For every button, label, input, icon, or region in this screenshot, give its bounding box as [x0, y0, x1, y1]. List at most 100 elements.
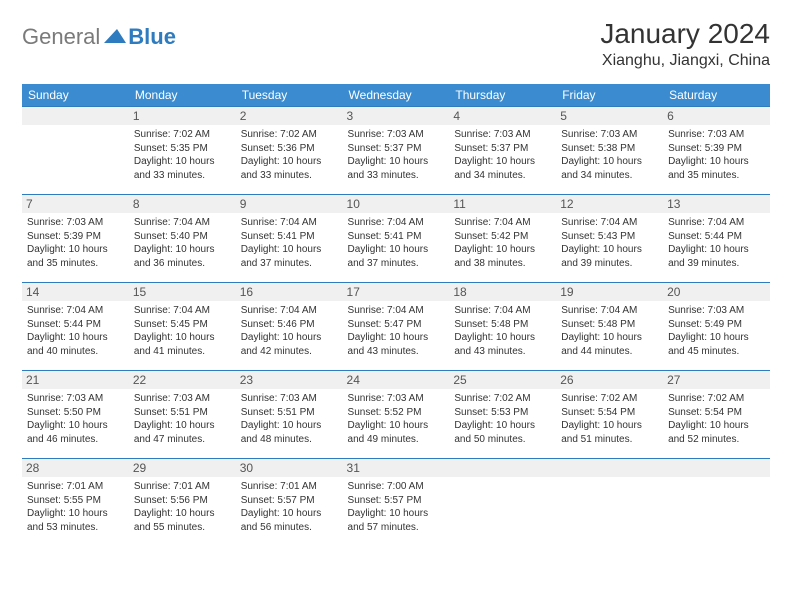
sunset-text: Sunset: 5:48 PM — [454, 318, 551, 332]
calendar-cell: 2Sunrise: 7:02 AMSunset: 5:36 PMDaylight… — [236, 107, 343, 195]
daylight-text: Daylight: 10 hours and 35 minutes. — [668, 155, 765, 182]
calendar-week-row: 1Sunrise: 7:02 AMSunset: 5:35 PMDaylight… — [22, 107, 770, 195]
day-header: Thursday — [449, 84, 556, 107]
title-block: January 2024 Xianghu, Jiangxi, China — [600, 18, 770, 70]
daylight-text: Daylight: 10 hours and 41 minutes. — [134, 331, 231, 358]
day-number: 8 — [129, 195, 236, 213]
calendar-cell: 16Sunrise: 7:04 AMSunset: 5:46 PMDayligh… — [236, 283, 343, 371]
day-number: 4 — [449, 107, 556, 125]
calendar-cell — [556, 459, 663, 547]
cell-body: Sunrise: 7:03 AMSunset: 5:52 PMDaylight:… — [348, 392, 445, 446]
day-number — [663, 459, 770, 477]
calendar-cell: 21 Sunrise: 7:03 AMSunset: 5:50 PMDayligh… — [22, 371, 129, 459]
sunrise-text: Sunrise: 7:02 AM — [454, 392, 551, 406]
sunrise-text: Sunrise: 7:02 AM — [668, 392, 765, 406]
sunset-text: Sunset: 5:35 PM — [134, 142, 231, 156]
day-number: 16 — [236, 283, 343, 301]
sunset-text: Sunset: 5:36 PM — [241, 142, 338, 156]
calendar-cell: 7 Sunrise: 7:03 AMSunset: 5:39 PMDaylight… — [22, 195, 129, 283]
calendar-cell: 12Sunrise: 7:04 AMSunset: 5:43 PMDayligh… — [556, 195, 663, 283]
calendar-cell: 24 Sunrise: 7:03 AMSunset: 5:52 PMDayligh… — [343, 371, 450, 459]
day-number: 13 — [663, 195, 770, 213]
daylight-text: Daylight: 10 hours and 43 minutes. — [348, 331, 445, 358]
sunset-text: Sunset: 5:40 PM — [134, 230, 231, 244]
calendar-cell: 11Sunrise: 7:04 AMSunset: 5:42 PMDayligh… — [449, 195, 556, 283]
daylight-text: Daylight: 10 hours and 37 minutes. — [241, 243, 338, 270]
cell-body: Sunrise: 7:01 AMSunset: 5:57 PMDaylight:… — [241, 480, 338, 534]
sunset-text: Sunset: 5:56 PM — [134, 494, 231, 508]
sunrise-text: Sunrise: 7:03 AM — [348, 128, 445, 142]
calendar-cell: 5Sunrise: 7:03 AMSunset: 5:38 PMDaylight… — [556, 107, 663, 195]
cell-body: Sunrise: 7:03 AMSunset: 5:39 PMDaylight:… — [27, 216, 124, 270]
sunset-text: Sunset: 5:54 PM — [561, 406, 658, 420]
day-number: 31 — [343, 459, 450, 477]
daylight-text: Daylight: 10 hours and 35 minutes. — [27, 243, 124, 270]
daylight-text: Daylight: 10 hours and 33 minutes. — [134, 155, 231, 182]
day-number: 24 — [343, 371, 450, 389]
sunset-text: Sunset: 5:50 PM — [27, 406, 124, 420]
calendar-cell: 8 Sunrise: 7:04 AMSunset: 5:40 PMDaylight… — [129, 195, 236, 283]
daylight-text: Daylight: 10 hours and 55 minutes. — [134, 507, 231, 534]
daylight-text: Daylight: 10 hours and 43 minutes. — [454, 331, 551, 358]
day-number: 15 — [129, 283, 236, 301]
day-number: 27 — [663, 371, 770, 389]
cell-body: Sunrise: 7:03 AMSunset: 5:49 PMDaylight:… — [668, 304, 765, 358]
sunrise-text: Sunrise: 7:04 AM — [134, 216, 231, 230]
calendar-cell: 17Sunrise: 7:04 AMSunset: 5:47 PMDayligh… — [343, 283, 450, 371]
day-number: 21 — [22, 371, 129, 389]
daylight-text: Daylight: 10 hours and 42 minutes. — [241, 331, 338, 358]
logo-text-blue: Blue — [128, 24, 176, 50]
sunset-text: Sunset: 5:46 PM — [241, 318, 338, 332]
calendar-cell — [22, 107, 129, 195]
day-number: 7 — [22, 195, 129, 213]
sunset-text: Sunset: 5:51 PM — [134, 406, 231, 420]
calendar-cell: 13Sunrise: 7:04 AMSunset: 5:44 PMDayligh… — [663, 195, 770, 283]
cell-body: Sunrise: 7:02 AMSunset: 5:54 PMDaylight:… — [561, 392, 658, 446]
day-number: 6 — [663, 107, 770, 125]
cell-body: Sunrise: 7:02 AMSunset: 5:53 PMDaylight:… — [454, 392, 551, 446]
cell-body: Sunrise: 7:03 AMSunset: 5:37 PMDaylight:… — [454, 128, 551, 182]
day-number: 26 — [556, 371, 663, 389]
calendar-cell: 23Sunrise: 7:03 AMSunset: 5:51 PMDayligh… — [236, 371, 343, 459]
location: Xianghu, Jiangxi, China — [600, 52, 770, 70]
sunset-text: Sunset: 5:41 PM — [241, 230, 338, 244]
cell-body: Sunrise: 7:02 AMSunset: 5:35 PMDaylight:… — [134, 128, 231, 182]
sunrise-text: Sunrise: 7:01 AM — [241, 480, 338, 494]
calendar-cell: 10 Sunrise: 7:04 AMSunset: 5:41 PMDayligh… — [343, 195, 450, 283]
cell-body: Sunrise: 7:03 AMSunset: 5:38 PMDaylight:… — [561, 128, 658, 182]
cell-body: Sunrise: 7:03 AMSunset: 5:51 PMDaylight:… — [241, 392, 338, 446]
cell-body: Sunrise: 7:03 AMSunset: 5:50 PMDaylight:… — [27, 392, 124, 446]
sunrise-text: Sunrise: 7:03 AM — [668, 304, 765, 318]
daylight-text: Daylight: 10 hours and 33 minutes. — [241, 155, 338, 182]
day-number: 18 — [449, 283, 556, 301]
calendar-cell: 9 Sunrise: 7:04 AMSunset: 5:41 PMDaylight… — [236, 195, 343, 283]
daylight-text: Daylight: 10 hours and 37 minutes. — [348, 243, 445, 270]
sunrise-text: Sunrise: 7:04 AM — [241, 216, 338, 230]
calendar-week-row: 21Sunrise: 7:03 AMSunset: 5:50 PMDayligh… — [22, 371, 770, 459]
calendar-cell: 18Sunrise: 7:04 AMSunset: 5:48 PMDayligh… — [449, 283, 556, 371]
sunrise-text: Sunrise: 7:00 AM — [348, 480, 445, 494]
sunrise-text: Sunrise: 7:04 AM — [348, 216, 445, 230]
day-number — [556, 459, 663, 477]
sunset-text: Sunset: 5:55 PM — [27, 494, 124, 508]
sunrise-text: Sunrise: 7:02 AM — [134, 128, 231, 142]
day-header: Wednesday — [343, 84, 450, 107]
daylight-text: Daylight: 10 hours and 48 minutes. — [241, 419, 338, 446]
sunrise-text: Sunrise: 7:04 AM — [27, 304, 124, 318]
calendar-week-row: 28Sunrise: 7:01 AMSunset: 5:55 PMDayligh… — [22, 459, 770, 547]
sunset-text: Sunset: 5:41 PM — [348, 230, 445, 244]
day-number: 10 — [343, 195, 450, 213]
cell-body: Sunrise: 7:04 AMSunset: 5:47 PMDaylight:… — [348, 304, 445, 358]
sunrise-text: Sunrise: 7:03 AM — [27, 392, 124, 406]
cell-body: Sunrise: 7:04 AMSunset: 5:42 PMDaylight:… — [454, 216, 551, 270]
daylight-text: Daylight: 10 hours and 34 minutes. — [454, 155, 551, 182]
cell-body: Sunrise: 7:01 AMSunset: 5:55 PMDaylight:… — [27, 480, 124, 534]
day-number: 28 — [22, 459, 129, 477]
calendar-cell: 3Sunrise: 7:03 AMSunset: 5:37 PMDaylight… — [343, 107, 450, 195]
daylight-text: Daylight: 10 hours and 36 minutes. — [134, 243, 231, 270]
day-header: Sunday — [22, 84, 129, 107]
calendar-cell: 20Sunrise: 7:03 AMSunset: 5:49 PMDayligh… — [663, 283, 770, 371]
day-number: 14 — [22, 283, 129, 301]
cell-body: Sunrise: 7:03 AMSunset: 5:37 PMDaylight:… — [348, 128, 445, 182]
day-number: 9 — [236, 195, 343, 213]
